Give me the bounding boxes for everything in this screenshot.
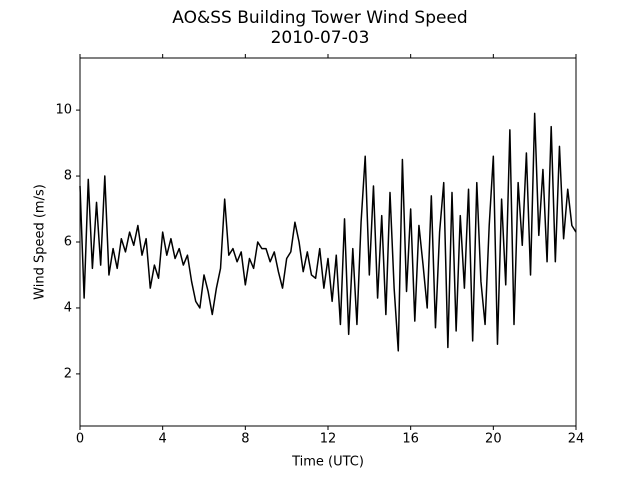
x-tick-label: 4 xyxy=(159,432,167,447)
chart-title: AO&SS Building Tower Wind Speed xyxy=(172,8,467,28)
plot-frame xyxy=(79,57,577,427)
x-tick-label: 16 xyxy=(402,432,419,447)
y-axis-label: Wind Speed (m/s) xyxy=(33,184,48,300)
y-tick-label: 4 xyxy=(64,300,72,315)
y-tick-label: 2 xyxy=(64,366,72,381)
y-tick-label: 10 xyxy=(55,103,72,118)
y-tick-label: 8 xyxy=(64,169,72,184)
y-tick-label: 6 xyxy=(64,235,72,250)
x-tick-label: 8 xyxy=(241,432,249,447)
x-tick-label: 20 xyxy=(485,432,502,447)
x-tick-label: 24 xyxy=(568,432,585,447)
x-axis-label: Time (UTC) xyxy=(291,455,364,470)
x-tick-label: 12 xyxy=(320,432,337,447)
chart-subtitle: 2010-07-03 xyxy=(271,28,370,48)
x-tick-label: 0 xyxy=(76,432,84,447)
data-line xyxy=(79,112,577,352)
